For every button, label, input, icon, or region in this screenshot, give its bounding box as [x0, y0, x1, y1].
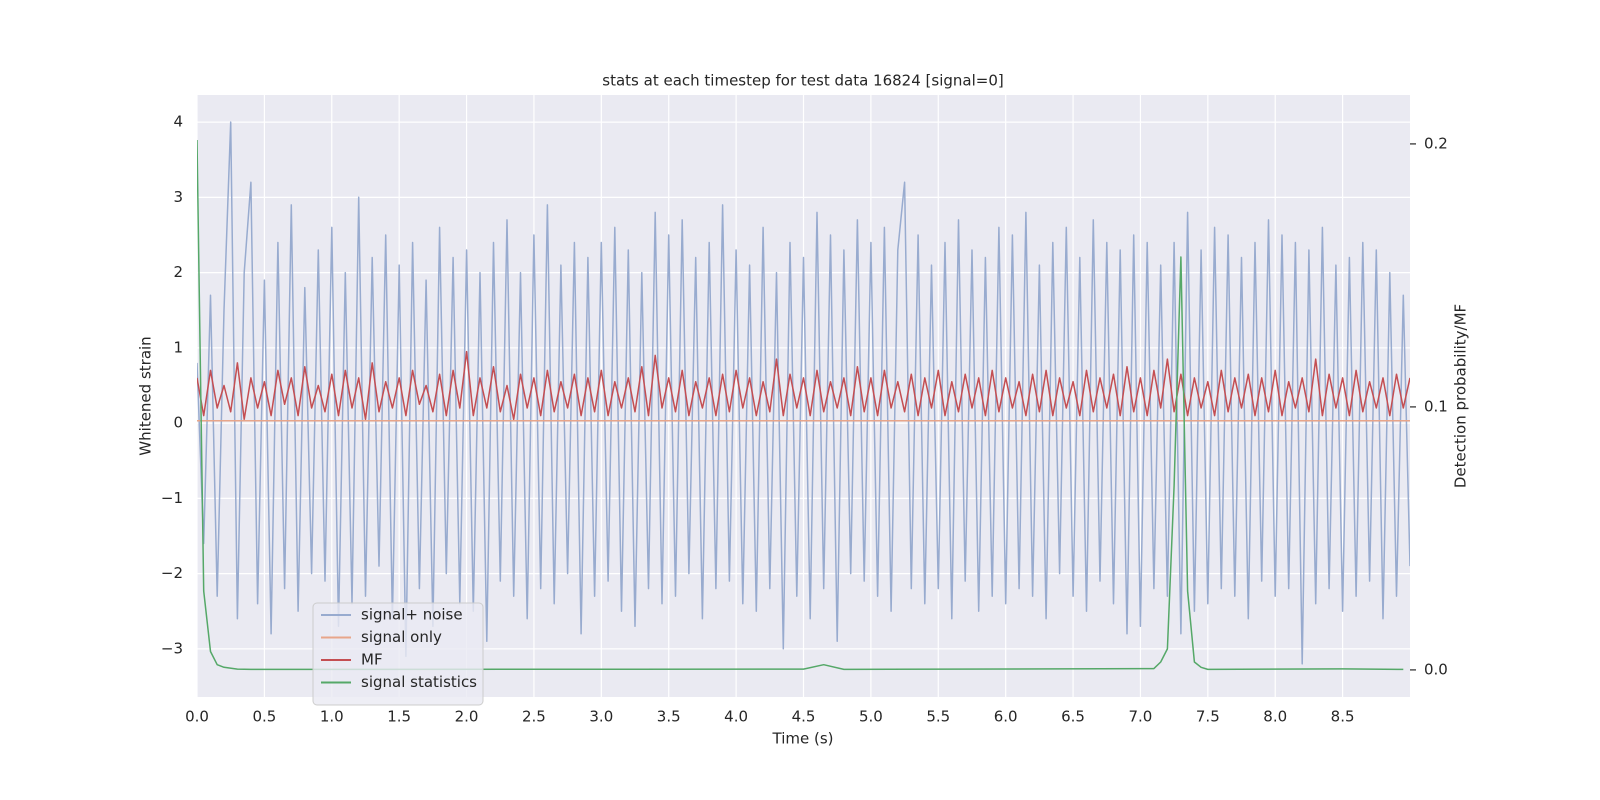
x-tick-label: 2.0: [455, 708, 479, 726]
x-tick-label: 7.5: [1196, 708, 1220, 726]
x-tick-label: 3.0: [589, 708, 613, 726]
y2-tick-label: 0.0: [1424, 660, 1448, 678]
x-tick-label: 5.5: [926, 708, 950, 726]
legend-label: signal only: [361, 628, 442, 646]
x-tick-label: 2.5: [522, 708, 546, 726]
x-axis-label: Time (s): [772, 730, 834, 748]
x-tick-label: 1.5: [387, 708, 411, 726]
x-tick-label: 4.5: [792, 708, 816, 726]
x-tick-label: 8.5: [1331, 708, 1355, 726]
chart-title: stats at each timestep for test data 168…: [602, 72, 1003, 90]
y-tick-label: 2: [173, 263, 183, 281]
series-line: [197, 121, 1410, 665]
x-tick-label: 8.0: [1263, 708, 1287, 726]
series-line: [197, 139, 1404, 671]
y2-axis-label: Detection probability/MF: [1452, 304, 1470, 488]
x-tick-label: 3.5: [657, 708, 681, 726]
y-tick-label: 1: [173, 338, 183, 356]
legend-label: signal+ noise: [361, 606, 463, 624]
x-tick-label: 0.5: [252, 708, 276, 726]
y-tick-label: 3: [173, 188, 183, 206]
legend-box: [312, 602, 484, 706]
x-tick-label: 7.0: [1129, 708, 1153, 726]
x-tick-label: 5.0: [859, 708, 883, 726]
legend-label: MF: [361, 651, 383, 669]
x-tick-label: 6.5: [1061, 708, 1085, 726]
y2-tick-label: 0.1: [1424, 397, 1448, 415]
y-tick-label: −1: [161, 489, 183, 507]
y-tick-label: −3: [161, 639, 183, 657]
x-tick-label: 6.0: [994, 708, 1018, 726]
legend-label: signal statistics: [361, 673, 477, 691]
x-tick-label: 1.0: [320, 708, 344, 726]
x-tick-label: 4.0: [724, 708, 748, 726]
y-tick-label: 4: [173, 113, 183, 131]
x-tick-label: 0.0: [185, 708, 209, 726]
y-axis-label: Whitened strain: [137, 336, 155, 455]
y-tick-label: −2: [161, 564, 183, 582]
y2-tick-label: 0.2: [1424, 134, 1448, 152]
y-tick-label: 0: [173, 414, 183, 432]
series-line: [197, 350, 1410, 421]
